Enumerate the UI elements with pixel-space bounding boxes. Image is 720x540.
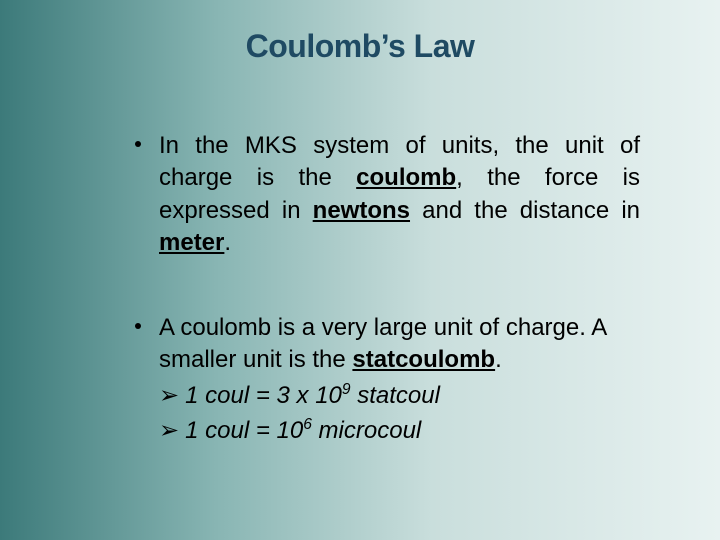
text-segment: and the distance in — [410, 197, 640, 224]
text-segment: coulomb — [356, 164, 456, 191]
bullet-text: A coulomb is a very large unit of charge… — [159, 312, 640, 377]
slide: Coulomb’s Law In the MKS system of units… — [0, 0, 720, 540]
bullet-item: In the MKS system of units, the unit of … — [135, 130, 640, 260]
sub-bullet-item: ➢1 coul = 3 x 109 statcoul — [159, 380, 640, 412]
superscript: 6 — [303, 416, 312, 433]
text-segment: meter — [159, 229, 224, 256]
slide-title: Coulomb’s Law — [0, 28, 720, 65]
sub-bullet-text: 1 coul = 3 x 109 statcoul — [185, 380, 440, 412]
text-segment: statcoulomb — [352, 346, 495, 373]
text-segment: . — [495, 346, 502, 373]
bullet-text: In the MKS system of units, the unit of … — [159, 130, 640, 260]
bullet-item: A coulomb is a very large unit of charge… — [135, 312, 640, 448]
chevron-icon: ➢ — [159, 380, 179, 412]
text-segment: 1 coul = 3 x 10 — [185, 382, 342, 409]
sub-bullet-list: ➢1 coul = 3 x 109 statcoul➢1 coul = 106 … — [159, 380, 640, 447]
text-segment: microcoul — [312, 417, 421, 444]
sub-bullet-text: 1 coul = 106 microcoul — [185, 415, 421, 447]
text-segment: 1 coul = 10 — [185, 417, 303, 444]
superscript: 9 — [342, 381, 351, 398]
text-segment: . — [224, 229, 231, 256]
bullet-marker-icon — [135, 141, 141, 147]
text-segment: statcoul — [351, 382, 440, 409]
bullet-marker-icon — [135, 323, 141, 329]
chevron-icon: ➢ — [159, 415, 179, 447]
slide-body: In the MKS system of units, the unit of … — [135, 130, 640, 499]
text-segment: newtons — [313, 197, 410, 224]
sub-bullet-item: ➢1 coul = 106 microcoul — [159, 415, 640, 447]
